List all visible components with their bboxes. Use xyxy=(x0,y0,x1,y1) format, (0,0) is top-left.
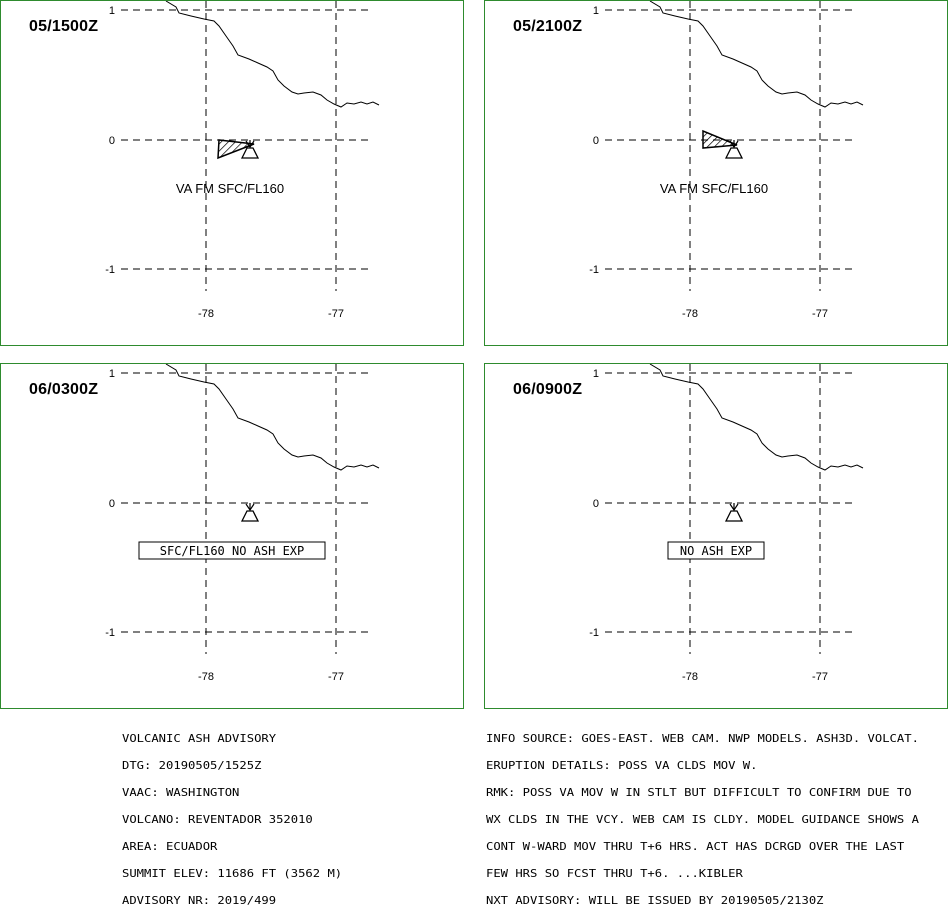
forecast-status-label: NO ASH EXP xyxy=(680,544,752,558)
coastline xyxy=(649,364,864,471)
latitude-tick-label: 0 xyxy=(593,498,599,510)
longitude-tick-label: -78 xyxy=(198,671,214,683)
remarks-line: WX CLDS IN THE VCY. WEB CAM IS CLDY. MOD… xyxy=(486,813,919,826)
advisory-line: AREA: ECUADOR xyxy=(122,840,218,853)
volcano-icon xyxy=(240,503,260,522)
latitude-tick-label: -1 xyxy=(589,627,599,639)
longitude-tick-label: -77 xyxy=(328,671,344,683)
forecast-status-box xyxy=(138,541,326,560)
advisory-line: SUMMIT ELEV: 11686 FT (3562 M) xyxy=(122,867,343,880)
map-panel-3: 1 0 -1 -78 -77 SFC/FL160 NO ASH EXP 06/0300Z xyxy=(0,363,464,709)
longitude-tick-label: -77 xyxy=(328,308,344,320)
longitude-tick-label: -78 xyxy=(198,308,214,320)
longitude-tick-label: -77 xyxy=(812,308,828,320)
remarks-line: FEW HRS SO FCST THRU T+6. ...KIBLER xyxy=(486,867,743,880)
map-canvas-3: 1 0 -1 -78 -77 SFC/FL160 NO ASH EXP xyxy=(105,364,380,683)
map-canvas-1: 1 0 -1 -78 -77 VA FM SFC/FL160 xyxy=(105,1,380,320)
longitude-tick-label: -78 xyxy=(682,671,698,683)
latitude-tick-label: 0 xyxy=(109,498,115,510)
remarks-line: RMK: POSS VA MOV W IN STLT BUT DIFFICULT… xyxy=(486,786,912,799)
ash-cloud-area xyxy=(217,139,255,160)
map-panel-2: 1 0 -1 -78 -77 VA FM SFC/FL160 05/2100Z xyxy=(484,0,948,346)
coastline xyxy=(165,364,380,471)
panel-time-label: 06/0900Z xyxy=(513,381,583,398)
panel-time-label: 05/2100Z xyxy=(513,18,583,35)
panel-time-label: 05/1500Z xyxy=(29,18,99,35)
map-panel-1: 1 0 -1 -78 -77 VA FM SFC/FL160 05/1500Z xyxy=(0,0,464,346)
advisory-header-block: VOLCANIC ASH ADVISORY DTG: 20190505/1525… xyxy=(122,716,342,914)
latitude-tick-label: -1 xyxy=(589,264,599,276)
latitude-tick-label: 0 xyxy=(109,135,115,147)
forecast-status-label: SFC/FL160 NO ASH EXP xyxy=(160,544,305,558)
latitude-tick-label: 1 xyxy=(593,5,599,17)
remarks-line: CONT W-WARD MOV THRU T+6 HRS. ACT HAS DC… xyxy=(486,840,905,853)
map-canvas-2: 1 0 -1 -78 -77 VA FM SFC/FL160 xyxy=(589,1,864,320)
advisory-remarks-block: INFO SOURCE: GOES-EAST. WEB CAM. NWP MOD… xyxy=(486,716,919,914)
map-canvas-4: 1 0 -1 -78 -77 NO ASH EXP xyxy=(589,364,864,683)
latitude-tick-label: 1 xyxy=(109,5,115,17)
ash-level-label: VA FM SFC/FL160 xyxy=(176,181,284,196)
volcano-icon xyxy=(240,140,260,159)
coastline xyxy=(649,1,864,108)
advisory-line: VOLCANO: REVENTADOR 352010 xyxy=(122,813,313,826)
forecast-status-box xyxy=(667,541,765,560)
volcano-icon xyxy=(724,503,744,522)
ash-cloud-area xyxy=(702,129,738,149)
remarks-line: INFO SOURCE: GOES-EAST. WEB CAM. NWP MOD… xyxy=(486,732,919,745)
volcano-icon xyxy=(724,140,744,159)
remarks-line: ERUPTION DETAILS: POSS VA CLDS MOV W. xyxy=(486,759,758,772)
latitude-tick-label: -1 xyxy=(105,264,115,276)
advisory-line: DTG: 20190505/1525Z xyxy=(122,759,262,772)
advisory-line: ADVISORY NR: 2019/499 xyxy=(122,894,277,907)
advisory-line: VAAC: WASHINGTON xyxy=(122,786,240,799)
remarks-line: NXT ADVISORY: WILL BE ISSUED BY 20190505… xyxy=(486,894,824,907)
latitude-tick-label: 1 xyxy=(109,368,115,380)
ash-level-label: VA FM SFC/FL160 xyxy=(660,181,768,196)
longitude-tick-label: -78 xyxy=(682,308,698,320)
map-panel-4: 1 0 -1 -78 -77 NO ASH EXP 06/0900Z xyxy=(484,363,948,709)
latitude-tick-label: 1 xyxy=(593,368,599,380)
latitude-tick-label: 0 xyxy=(593,135,599,147)
longitude-tick-label: -77 xyxy=(812,671,828,683)
latitude-tick-label: -1 xyxy=(105,627,115,639)
panel-time-label: 06/0300Z xyxy=(29,381,99,398)
coastline xyxy=(165,1,380,108)
advisory-line: VOLCANIC ASH ADVISORY xyxy=(122,732,277,745)
